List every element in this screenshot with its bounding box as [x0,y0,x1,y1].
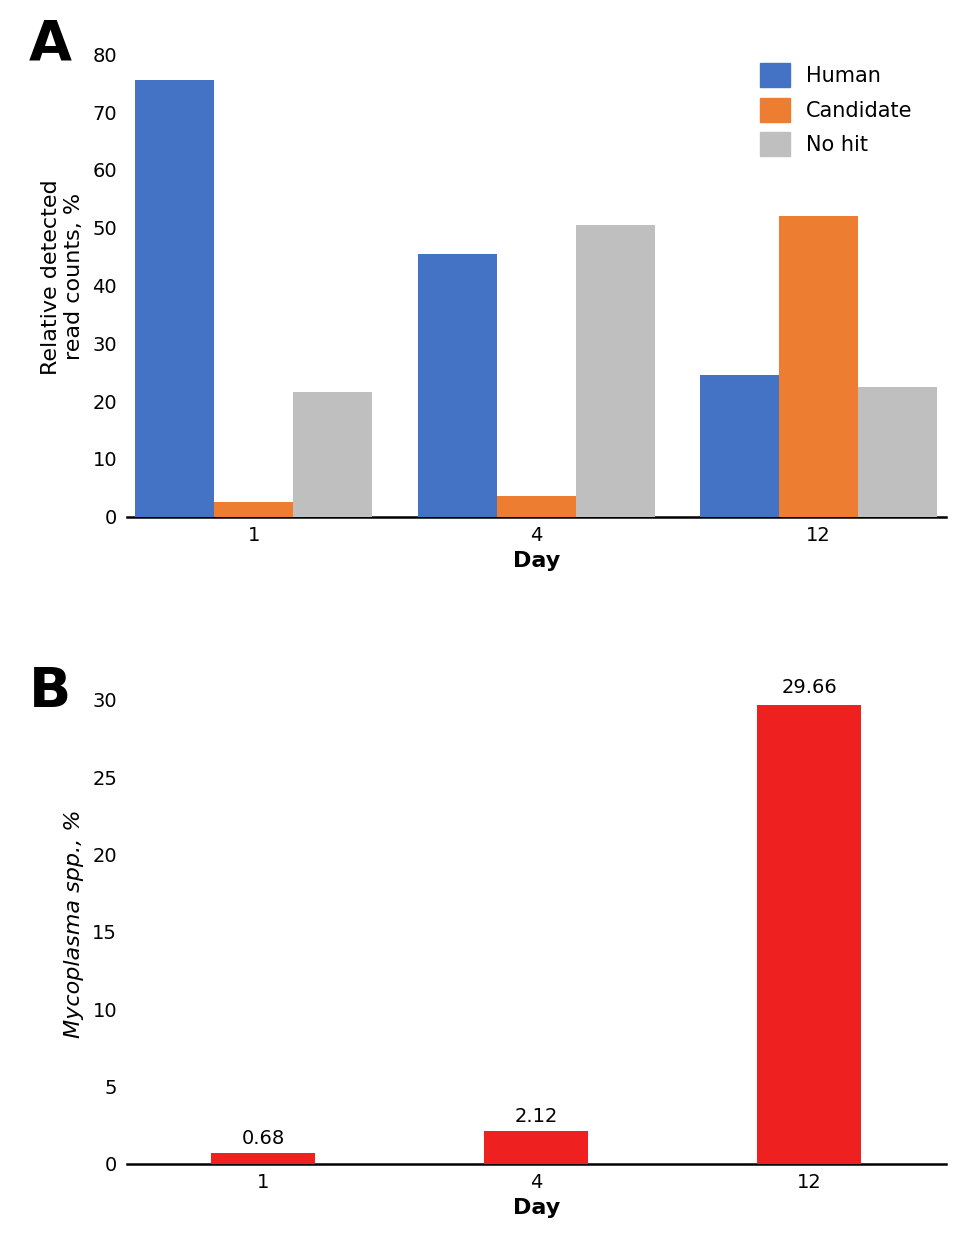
Y-axis label: Relative detected
read counts, %: Relative detected read counts, % [41,180,84,375]
Text: B: B [28,665,71,719]
Bar [758,706,861,1164]
X-axis label: Day: Day [513,1198,560,1218]
Bar [779,217,858,516]
Bar [293,392,372,516]
Bar [858,386,937,516]
Bar [212,1154,315,1164]
Text: 2.12: 2.12 [515,1107,558,1125]
Text: 29.66: 29.66 [781,677,838,697]
Bar [576,225,655,516]
Text: 0.68: 0.68 [242,1129,285,1148]
Text: A: A [28,19,71,72]
Bar [214,503,293,516]
Bar [700,375,779,516]
Bar [136,80,214,516]
Y-axis label: Mycoplasma spp., %: Mycoplasma spp., % [63,810,84,1039]
Bar [485,1132,588,1164]
Bar [496,496,576,516]
X-axis label: Day: Day [513,551,560,571]
Bar [417,254,496,516]
Legend: Human, Candidate, No hit: Human, Candidate, No hit [754,57,919,162]
